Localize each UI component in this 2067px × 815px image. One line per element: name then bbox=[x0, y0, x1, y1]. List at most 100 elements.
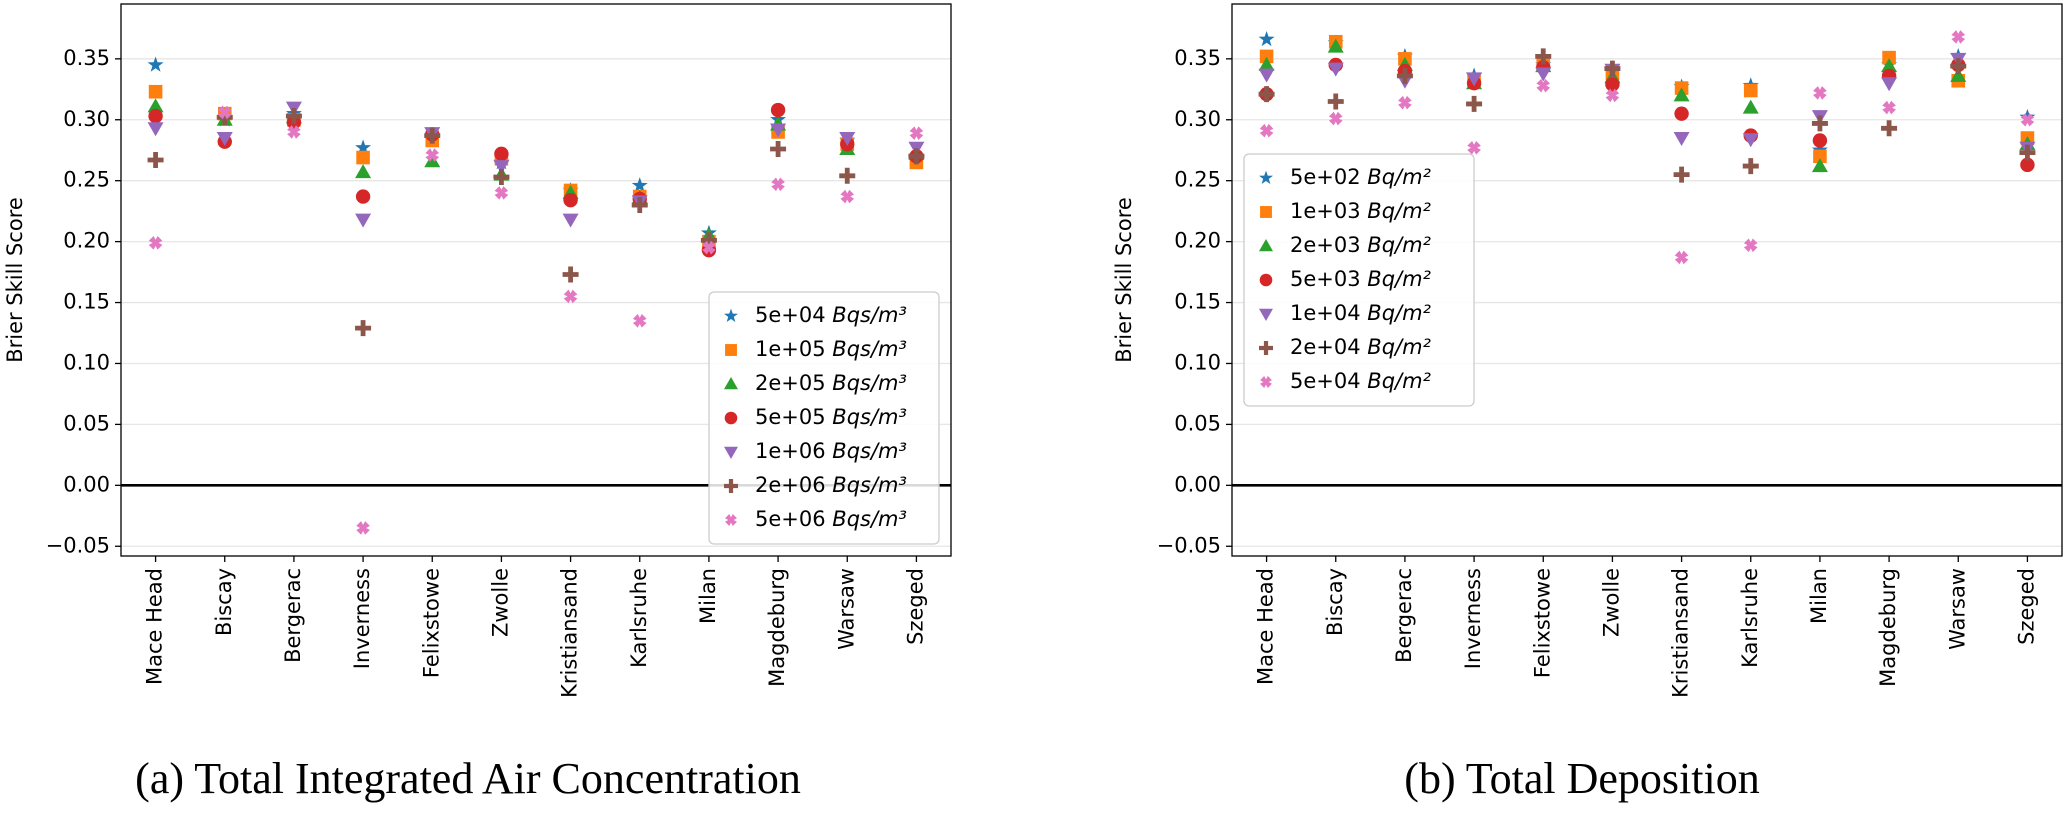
legend-box bbox=[708, 291, 940, 545]
legend-label: 5e+03 Bq/m² bbox=[1290, 267, 1432, 291]
point bbox=[1813, 86, 1827, 100]
point bbox=[1604, 60, 1621, 77]
legend-label: 5e+06 Bqs/m³ bbox=[755, 507, 907, 531]
legend-marker bbox=[724, 377, 738, 390]
legend-marker bbox=[725, 344, 737, 356]
legend-marker bbox=[724, 411, 738, 425]
x-tick-label: Kristiansand bbox=[1669, 568, 1693, 698]
point bbox=[2020, 157, 2035, 173]
legend-marker bbox=[1259, 170, 1273, 184]
point bbox=[1742, 158, 1759, 175]
y-tick-label: 0.15 bbox=[1174, 290, 1221, 314]
point bbox=[839, 132, 856, 147]
point bbox=[147, 151, 164, 168]
y-axis-label: Brier Skill Score bbox=[1112, 197, 1136, 363]
point bbox=[1882, 50, 1896, 65]
x-tick-label: Karlsruhe bbox=[627, 568, 651, 668]
legend-label: 1e+04 Bq/m² bbox=[1290, 301, 1432, 325]
legend-label: 5e+02 Bq/m² bbox=[1290, 165, 1432, 189]
point bbox=[217, 105, 232, 120]
point bbox=[1813, 149, 1827, 164]
point bbox=[771, 177, 785, 192]
point bbox=[216, 109, 233, 126]
legend-marker bbox=[1259, 308, 1273, 321]
point bbox=[770, 141, 787, 158]
point bbox=[563, 289, 578, 304]
point bbox=[1396, 67, 1413, 84]
y-tick-label: 0.25 bbox=[1174, 168, 1221, 192]
legend-label: 5e+05 Bqs/m³ bbox=[755, 405, 907, 429]
point bbox=[355, 320, 372, 337]
legend-marker bbox=[724, 479, 738, 493]
legend-label: 1e+03 Bq/m² bbox=[1290, 199, 1432, 223]
point bbox=[1673, 87, 1690, 102]
x-tick-label: Szeged bbox=[2014, 568, 2038, 645]
point bbox=[1398, 95, 1412, 110]
plot-frame bbox=[120, 3, 952, 557]
point bbox=[356, 150, 370, 165]
point bbox=[1811, 115, 1828, 132]
point bbox=[287, 125, 301, 139]
point bbox=[1743, 238, 1758, 253]
x-tick-label: Kristiansand bbox=[558, 568, 582, 698]
point bbox=[1258, 68, 1275, 83]
point bbox=[1605, 77, 1620, 92]
point bbox=[216, 132, 233, 147]
legend-label: 1e+06 Bqs/m³ bbox=[755, 439, 907, 463]
point bbox=[908, 148, 925, 165]
y-tick-label: 0.35 bbox=[63, 46, 110, 70]
point bbox=[1951, 30, 1966, 44]
x-tick-label: Inverness bbox=[350, 568, 374, 669]
point bbox=[1881, 120, 1898, 137]
point bbox=[563, 192, 578, 208]
point bbox=[702, 240, 716, 255]
x-tick-label: Felixstowe bbox=[1530, 568, 1554, 678]
point bbox=[147, 98, 164, 113]
legend-label: 2e+06 Bqs/m³ bbox=[755, 473, 907, 497]
point bbox=[494, 146, 509, 162]
legend-label: 2e+03 Bq/m² bbox=[1290, 233, 1432, 257]
y-tick-label: 0.30 bbox=[1174, 107, 1221, 131]
point bbox=[1466, 95, 1483, 112]
point bbox=[1258, 56, 1275, 71]
point bbox=[1950, 67, 1967, 82]
point bbox=[562, 266, 579, 283]
x-tick-label: Warsaw bbox=[834, 568, 858, 650]
point bbox=[493, 169, 510, 186]
point bbox=[1673, 132, 1690, 147]
point bbox=[1327, 38, 1344, 53]
point bbox=[1535, 48, 1552, 65]
y-tick-label: 0.05 bbox=[1174, 411, 1221, 435]
point bbox=[562, 213, 579, 228]
x-tick-label: Bergerac bbox=[281, 568, 305, 663]
point bbox=[1950, 58, 1967, 75]
point bbox=[1673, 166, 1690, 183]
point bbox=[1881, 77, 1898, 92]
legend-marker bbox=[1259, 273, 1273, 287]
legend-marker bbox=[724, 308, 738, 322]
x-tick-label: Biscay bbox=[212, 568, 236, 636]
legend-label: 5e+04 Bq/m² bbox=[1290, 369, 1432, 393]
x-tick-label: Karlsruhe bbox=[1738, 568, 1762, 668]
legend-label: 2e+04 Bq/m² bbox=[1290, 335, 1432, 359]
point bbox=[1327, 93, 1344, 110]
x-tick-label: Zwolle bbox=[488, 568, 512, 637]
point bbox=[632, 314, 647, 328]
point bbox=[356, 521, 370, 535]
legend-label: 1e+05 Bqs/m³ bbox=[755, 337, 907, 361]
x-tick-label: Bergerac bbox=[1392, 568, 1416, 663]
x-tick-label: Inverness bbox=[1461, 568, 1485, 669]
y-tick-label: −0.05 bbox=[1157, 533, 1221, 557]
caption: (a) Total Integrated Air Concentration bbox=[135, 754, 801, 803]
point bbox=[1466, 72, 1483, 87]
point bbox=[148, 84, 163, 99]
point bbox=[148, 236, 163, 250]
legend-label: 5e+04 Bqs/m³ bbox=[755, 303, 907, 327]
x-tick-label: Milan bbox=[696, 568, 720, 624]
x-tick-label: Warsaw bbox=[1945, 568, 1969, 650]
point bbox=[631, 197, 648, 214]
point bbox=[285, 108, 302, 125]
point bbox=[1328, 111, 1343, 126]
x-tick-label: Felixstowe bbox=[419, 568, 443, 678]
point bbox=[494, 186, 509, 200]
